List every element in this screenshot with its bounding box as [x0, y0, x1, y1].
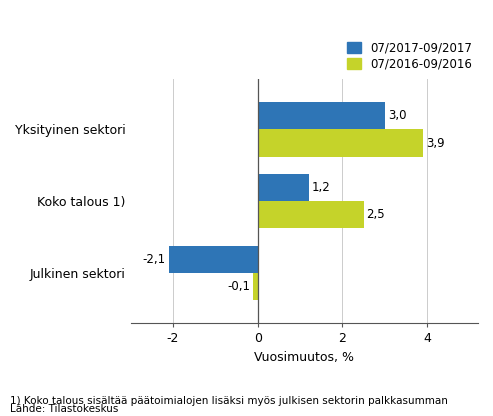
- Text: -2,1: -2,1: [142, 253, 166, 266]
- X-axis label: Vuosimuutos, %: Vuosimuutos, %: [254, 351, 354, 364]
- Bar: [258, 129, 423, 157]
- Bar: [169, 245, 258, 273]
- Text: Lähde: Tilastokeskus: Lähde: Tilastokeskus: [10, 404, 118, 414]
- Legend: 07/2017-09/2017, 07/2016-09/2016: 07/2017-09/2017, 07/2016-09/2016: [347, 41, 472, 71]
- Text: 3,9: 3,9: [426, 136, 445, 149]
- Text: -0,1: -0,1: [227, 280, 250, 293]
- Text: 1,2: 1,2: [312, 181, 330, 194]
- Text: 1) Koko talous sisältää päätoimialojen lisäksi myös julkisen sektorin palkkasumm: 1) Koko talous sisältää päätoimialojen l…: [10, 396, 448, 406]
- Bar: [258, 174, 309, 201]
- Text: 2,5: 2,5: [367, 208, 385, 221]
- Bar: [253, 273, 258, 300]
- Bar: [258, 102, 385, 129]
- Bar: [258, 201, 364, 228]
- Text: 3,0: 3,0: [388, 109, 406, 122]
